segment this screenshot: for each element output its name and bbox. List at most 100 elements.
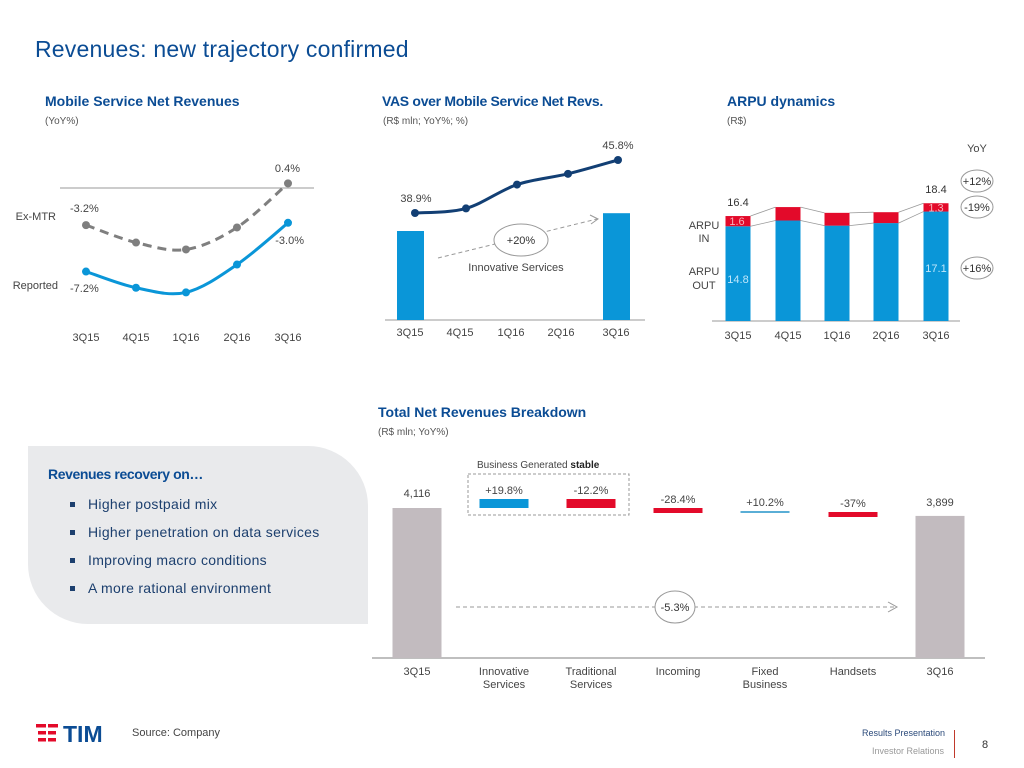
yoy-header: YoY xyxy=(967,143,987,155)
x-tick-label: 1Q16 xyxy=(824,330,851,342)
connector-line xyxy=(849,211,874,214)
total-label: 4,116 xyxy=(404,488,431,500)
bar-arpu-out xyxy=(923,211,949,321)
connector-line xyxy=(898,211,924,224)
x-tick-label: Handsets xyxy=(830,666,877,678)
x-tick-label: 3Q16 xyxy=(275,332,302,344)
connector-line xyxy=(800,220,825,227)
x-tick-label: 3Q16 xyxy=(923,330,950,342)
page-title: Revenues: new trajectory confirmed xyxy=(35,36,409,62)
x-tick-label: Incoming xyxy=(656,666,701,678)
yoy-label: +12% xyxy=(963,176,992,188)
total-label: 18.4 xyxy=(925,184,946,196)
page-number: 8 xyxy=(982,739,989,751)
x-tick-label: Traditional xyxy=(566,666,617,678)
breakdown-subtitle: (R$ mln; YoY%) xyxy=(378,427,449,438)
vas-chart: 38.9% 45.8% +20% Innovative Services 3Q15 4Q1… xyxy=(385,140,645,339)
data-label: 0.4% xyxy=(275,163,300,175)
arpu-title: ARPU dynamics xyxy=(727,93,836,109)
mobile-revenues-title: Mobile Service Net Revenues xyxy=(45,93,240,109)
bar-arpu-in xyxy=(775,207,801,221)
step-bar xyxy=(479,499,529,508)
bullet-item: Higher postpaid mix xyxy=(68,490,320,518)
in-label: 1.6 xyxy=(729,216,744,228)
data-label: -3.0% xyxy=(275,235,304,247)
step-label: -37% xyxy=(840,498,866,510)
x-tick-label: 2Q16 xyxy=(873,330,900,342)
data-point xyxy=(233,223,241,232)
bullet-item: Higher penetration on data services xyxy=(68,518,320,546)
data-point xyxy=(284,218,292,227)
connector-line xyxy=(898,202,924,213)
x-tick-label: Services xyxy=(570,679,613,691)
recovery-panel: Revenues recovery on… Higher postpaid mi… xyxy=(28,446,368,624)
growth-bubble xyxy=(493,223,549,257)
data-point xyxy=(82,221,90,230)
arpu-subtitle: (R$) xyxy=(727,116,747,127)
yoy-bubble xyxy=(960,169,994,193)
x-tick-label: 3Q16 xyxy=(603,327,630,339)
data-point xyxy=(82,267,90,276)
footer-presentation: Results Presentation xyxy=(862,728,946,738)
series-label-arpu-in: IN xyxy=(699,233,710,245)
bar-arpu-out xyxy=(775,220,801,321)
step-bar xyxy=(566,499,616,508)
revenue-waterfall-chart: 4,116 3,899 +19.8% -12.2% -28.4% +10.2% -37% Bu… xyxy=(372,460,985,691)
data-point xyxy=(614,156,622,164)
growth-label: +20% xyxy=(507,235,536,247)
x-tick-label: 4Q15 xyxy=(447,327,474,339)
bar-arpu-in xyxy=(923,203,949,212)
innovative-services-label: Innovative Services xyxy=(468,262,564,274)
yoy-bubble xyxy=(960,195,994,219)
yoy-bubble xyxy=(960,256,994,280)
source-note: Source: Company xyxy=(132,727,221,739)
business-generated-box xyxy=(467,473,630,516)
series-label-ex-mtr: Ex-MTR xyxy=(16,211,56,223)
x-tick-label: 3Q16 xyxy=(927,666,954,678)
vas-subtitle: (R$ mln; YoY%; %) xyxy=(383,116,469,127)
vas-title: VAS over Mobile Service Net Revs. xyxy=(382,93,603,109)
bullet-item: Improving macro conditions xyxy=(68,546,320,574)
series-label-arpu-in: ARPU xyxy=(689,220,720,232)
x-tick-label: Innovative xyxy=(479,666,529,678)
connector-line xyxy=(750,206,776,217)
x-tick-label: 2Q16 xyxy=(548,327,575,339)
panel-title: Revenues recovery on… xyxy=(48,466,204,482)
x-tick-label: Fixed xyxy=(752,666,779,678)
x-tick-label: 4Q15 xyxy=(123,332,150,344)
data-point xyxy=(411,209,419,217)
step-label: -12.2% xyxy=(574,485,609,497)
step-bar xyxy=(653,508,703,513)
data-label: 45.8% xyxy=(602,140,633,152)
series-label-arpu-out: OUT xyxy=(692,280,716,292)
data-point xyxy=(233,260,241,269)
arpu-chart: 16.418.41.61.314.817.1ARPUINARPUOUTYoY+1… xyxy=(689,143,994,342)
data-point xyxy=(284,179,292,188)
total-label: 3,899 xyxy=(926,497,954,509)
tim-logo: TIM xyxy=(36,722,103,744)
bar-innovative-services xyxy=(397,231,424,320)
bar-arpu-out xyxy=(725,226,751,321)
bar-arpu-out xyxy=(873,223,899,321)
data-label: 38.9% xyxy=(400,193,431,205)
footer-investor-relations: Investor Relations xyxy=(872,746,945,756)
data-point xyxy=(182,245,190,254)
x-tick-label: 3Q15 xyxy=(404,666,431,678)
step-label: +19.8% xyxy=(485,485,523,497)
step-bar xyxy=(828,512,878,517)
connector-line xyxy=(750,220,776,227)
bar-arpu-in xyxy=(725,216,751,227)
mobile-revenues-subtitle: (YoY%) xyxy=(45,116,79,127)
bar-arpu-in xyxy=(873,212,899,224)
breakdown-title: Total Net Revenues Breakdown xyxy=(378,404,587,420)
panel-bullets: Higher postpaid mix Higher penetration o… xyxy=(68,490,320,602)
mobile-revenues-chart: Ex-MTR Reported -3.2% 0.4% -7.2% -3.0% 3Q15 4Q1… xyxy=(13,163,314,344)
connector-line xyxy=(800,206,825,214)
step-bar xyxy=(740,511,790,513)
bar-innovative-services xyxy=(603,213,630,320)
x-tick-label: 1Q16 xyxy=(498,327,525,339)
arrow-head-icon xyxy=(589,214,599,225)
out-label: 14.8 xyxy=(727,274,748,286)
step-label: +10.2% xyxy=(746,497,784,509)
